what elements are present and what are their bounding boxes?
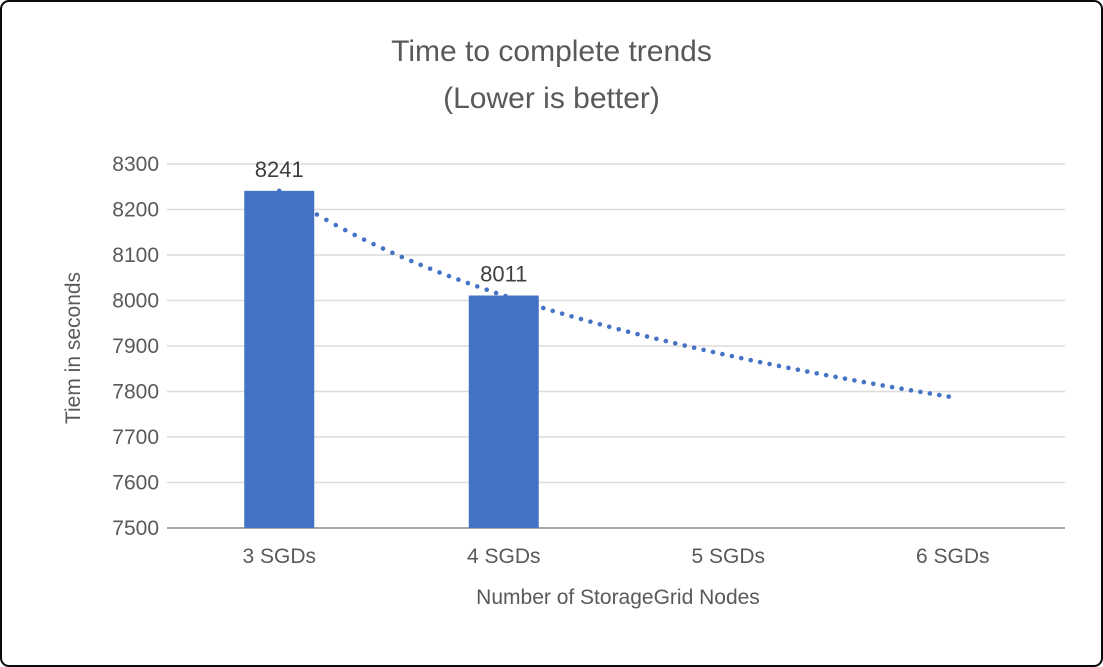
bar (244, 190, 315, 528)
trendline-dot (870, 381, 876, 387)
trendline-dot (757, 359, 763, 365)
trendline-dot (390, 250, 395, 256)
y-tick-label: 8200 (112, 199, 159, 222)
chart-title-line2: (Lower is better) (443, 82, 660, 115)
trendline-dot (474, 284, 480, 289)
trendline-dot (918, 389, 923, 395)
trendline-dot (597, 321, 603, 327)
y-tick-label: 7500 (112, 517, 159, 540)
x-category-label: 4 SGDs (467, 545, 541, 568)
trendline-dot (946, 394, 952, 399)
trendline-dot (814, 371, 820, 376)
x-category-label: 6 SGDs (916, 545, 990, 568)
trendline-dot (418, 262, 423, 268)
trendline-dot (710, 349, 716, 355)
y-tick-label: 7600 (112, 472, 159, 495)
trendline-dot (399, 254, 405, 260)
trendline-dot (691, 345, 697, 351)
trendline-dot (522, 299, 527, 305)
y-tick-label: 7800 (112, 381, 159, 404)
trendline-dot (446, 273, 452, 279)
trendline-dot (682, 343, 687, 348)
trendline-dot (380, 246, 386, 251)
trendline-dot (786, 365, 791, 371)
trendline-dot (578, 316, 584, 322)
trendline-dot (569, 314, 574, 319)
trendline-dot (540, 305, 546, 311)
trendline-dot (559, 311, 565, 316)
trendline-dot (654, 336, 659, 342)
trendline-dot (936, 392, 942, 398)
trendline-dot (342, 227, 348, 233)
trendline-dot (672, 341, 678, 346)
x-category-label: 3 SGDs (242, 545, 316, 568)
trendline-dot (701, 347, 706, 353)
trendline-dot (295, 200, 301, 206)
bar (468, 295, 539, 528)
trendline-dot (842, 376, 848, 381)
trendline-dot (493, 290, 499, 296)
trendline-dot (408, 258, 414, 264)
trendline-dot (616, 326, 621, 332)
trendline-dot (852, 378, 857, 383)
trendline-dot (720, 351, 725, 357)
trendline-dot (767, 361, 772, 367)
trendline-dot (286, 194, 291, 200)
trendline-dot (625, 329, 631, 335)
trendline-dot (531, 302, 537, 308)
trendline-dot (588, 319, 593, 324)
trendline-dot (427, 266, 433, 272)
trendline-dot (635, 331, 640, 337)
trendline-dot (644, 334, 650, 339)
trendline-dot (861, 379, 867, 385)
y-tick-label: 7700 (112, 426, 159, 449)
trendline-dot (305, 206, 310, 212)
trendline-dot (437, 270, 442, 275)
trendline-dot (465, 280, 471, 286)
y-tick-label: 7900 (112, 335, 159, 358)
trendline-dot (503, 293, 508, 299)
trendline-dot (804, 369, 810, 374)
chart-title: Time to complete trends (Lower is better… (2, 28, 1101, 122)
trendline-dot (899, 386, 904, 392)
trendline-dot (333, 222, 339, 228)
y-tick-label: 8100 (112, 244, 159, 267)
x-axis-title: Number of StorageGrid Nodes (476, 586, 760, 609)
trendline-dot (748, 357, 753, 363)
trendline-dot (512, 296, 518, 302)
trendline-dot (663, 338, 669, 344)
bar-data-label: 8011 (480, 261, 527, 286)
bar-data-label: 8241 (255, 157, 304, 182)
trendline-dot (729, 353, 735, 359)
trendline-dot (484, 287, 489, 293)
trendline-dot (606, 324, 612, 330)
trendline-dot (833, 374, 838, 380)
trendline-dot (361, 237, 367, 242)
trendline-dot (371, 241, 376, 247)
trendline-dot (276, 188, 282, 194)
trendline-dot (927, 391, 933, 396)
trendline-dot (776, 363, 782, 369)
trendline-dot (324, 217, 329, 223)
trendline-dot (795, 367, 801, 373)
trendline-dot (908, 388, 914, 393)
y-tick-label: 8300 (112, 153, 159, 176)
trendline-dot (352, 232, 357, 238)
trendline-dot (889, 384, 895, 390)
trendline-dot (456, 277, 461, 282)
trendline-dot (550, 308, 555, 314)
y-tick-label: 8000 (112, 290, 159, 313)
trendline-dot (880, 383, 886, 388)
trendline-dot (823, 372, 829, 378)
trendline-dot (738, 355, 744, 361)
trendline-dot (314, 212, 320, 217)
chart-title-line1: Time to complete trends (391, 35, 712, 68)
x-category-label: 5 SGDs (691, 545, 765, 568)
